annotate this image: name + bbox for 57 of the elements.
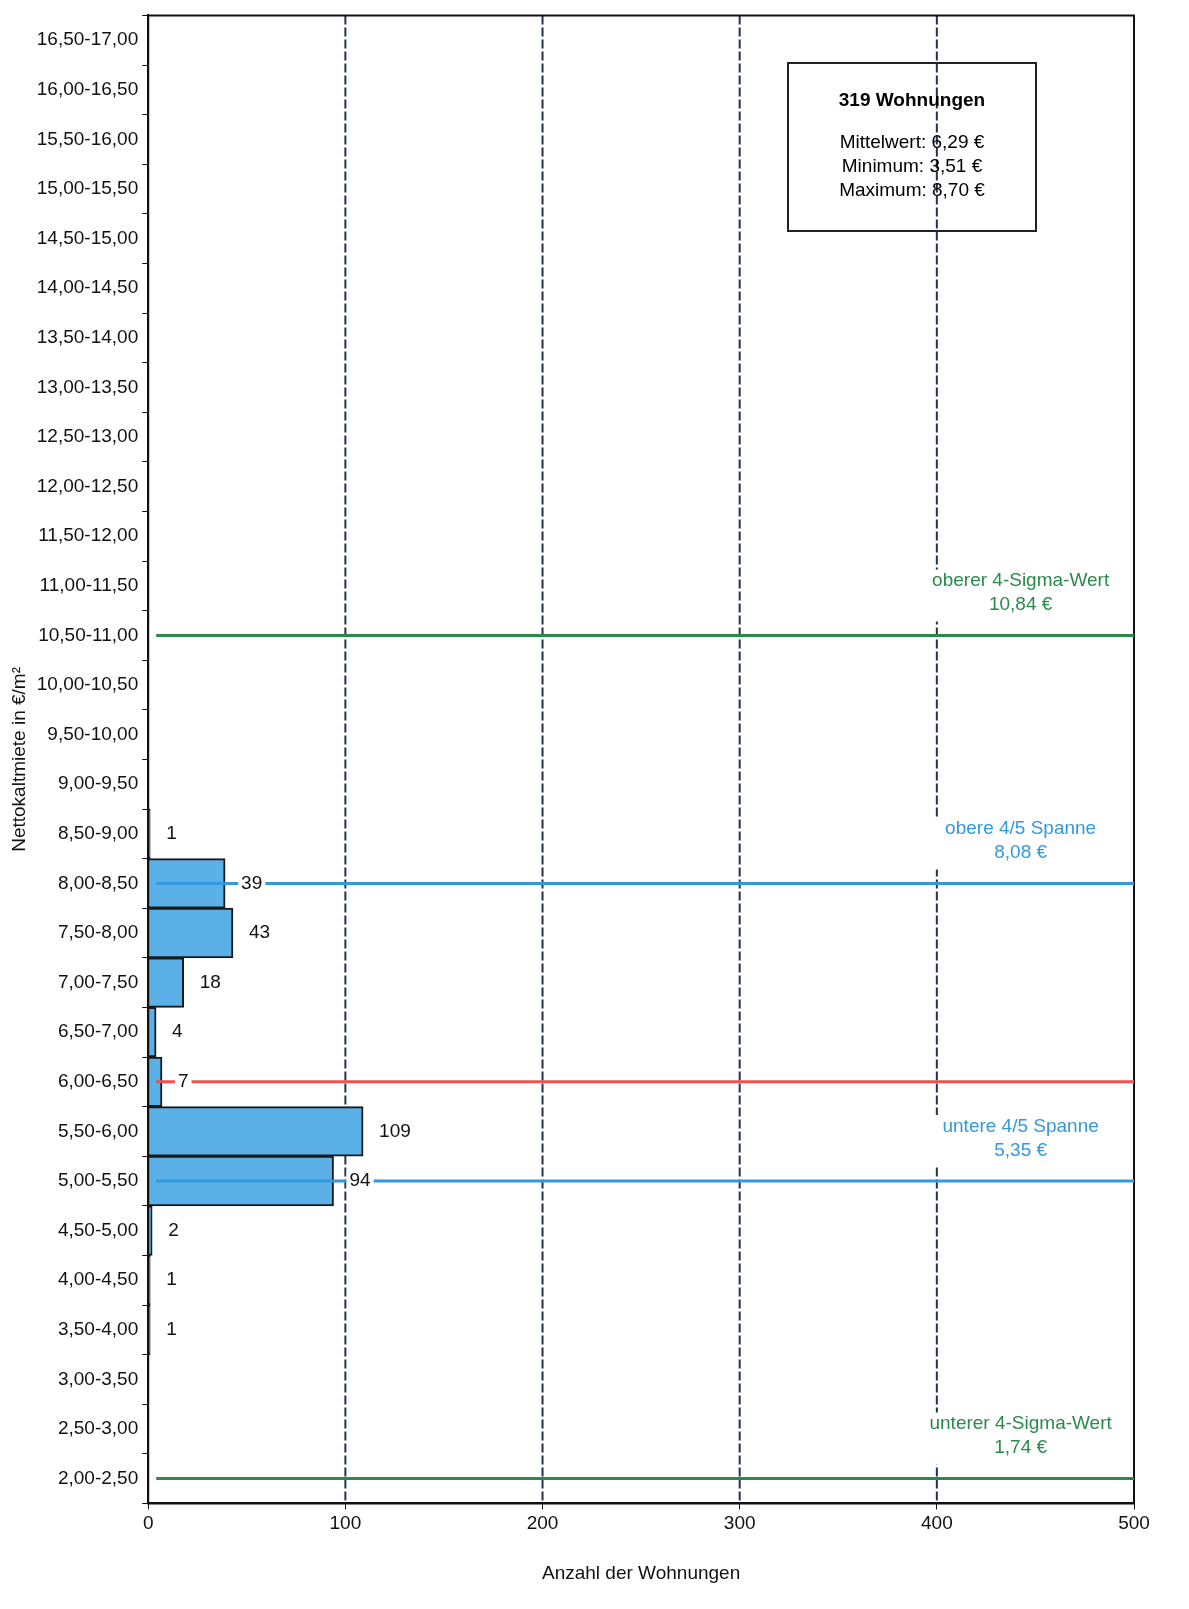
data-label: 39 (241, 871, 263, 893)
y-tick-label: 6,00-6,50 (57, 1070, 139, 1092)
data-label: 1 (166, 822, 177, 844)
y-tick-label: 10,00-10,50 (36, 673, 139, 695)
y-tick-label: 9,50-10,00 (47, 722, 139, 744)
y-tick-label: 2,50-3,00 (57, 1417, 139, 1439)
x-tick-label: 500 (1118, 1512, 1150, 1534)
annotation: 319 Wohnungen (837, 88, 987, 112)
data-label: 94 (349, 1169, 372, 1191)
y-tick-label: 5,00-5,50 (57, 1169, 139, 1191)
y-tick-label: 10,50-11,00 (38, 623, 139, 645)
y-tick-label: 5,50-6,00 (57, 1119, 139, 1141)
data-label: 109 (379, 1119, 411, 1141)
y-tick-label: 11,50-12,00 (38, 524, 139, 546)
y-tick-label: 7,00-7,50 (57, 970, 139, 992)
data-label: 43 (249, 921, 271, 943)
x-tick-label: 300 (723, 1512, 756, 1534)
annotation: Minimum: 3,51 € (840, 154, 984, 178)
x-axis-title: Anzahl der Wohnungen (541, 1561, 741, 1583)
y-tick-label: 4,00-4,50 (57, 1268, 139, 1290)
x-tick-label: 400 (920, 1512, 953, 1534)
y-tick-label: 12,00-12,50 (36, 474, 139, 496)
data-label: 7 (178, 1070, 189, 1092)
annotation: Mittelwert: 6,29 € (838, 130, 986, 154)
y-tick-label: 16,50-17,00 (36, 28, 139, 50)
y-tick-label: 9,00-9,50 (57, 772, 139, 794)
y-axis-title: Nettokaltmiete in €/m² (7, 667, 29, 852)
y-tick-label: 13,50-14,00 (36, 326, 139, 348)
ref-line-label: untere 4/5 Spanne 5,35 € (942, 1114, 1099, 1160)
x-tick-label: 200 (526, 1512, 559, 1534)
y-tick-label: 11,00-11,50 (39, 574, 139, 596)
y-tick-label: 3,00-3,50 (57, 1367, 139, 1389)
y-tick-label: 15,00-15,50 (36, 177, 139, 199)
ref-line-label: unterer 4-Sigma-Wert 1,74 € (929, 1412, 1113, 1458)
y-tick-label: 7,50-8,00 (57, 921, 139, 943)
data-label: 4 (172, 1020, 184, 1042)
y-tick-label: 14,50-15,00 (36, 226, 139, 248)
y-tick-label: 15,50-16,00 (36, 127, 139, 149)
y-tick-label: 8,50-9,00 (57, 822, 139, 844)
y-tick-label: 3,50-4,00 (57, 1318, 139, 1340)
annotation: Maximum: 8,70 € (838, 178, 986, 202)
y-tick-label: 2,00-2,50 (57, 1466, 139, 1488)
data-label: 1 (166, 1318, 177, 1340)
x-tick-label: 100 (329, 1512, 362, 1534)
y-tick-label: 13,00-13,50 (36, 375, 139, 397)
y-tick-label: 8,00-8,50 (57, 871, 139, 893)
ref-line-label: oberer 4-Sigma-Wert 10,84 € (932, 569, 1110, 615)
y-tick-label: 14,00-14,50 (36, 276, 139, 298)
data-label: 2 (168, 1218, 179, 1240)
y-tick-label: 12,50-13,00 (36, 425, 139, 447)
data-label: 1 (166, 1268, 177, 1290)
y-tick-label: 6,50-7,00 (57, 1020, 139, 1042)
ref-line-label: obere 4/5 Spanne 8,08 € (945, 817, 1097, 863)
x-tick-label: 0 (142, 1512, 154, 1534)
data-label: 18 (199, 970, 221, 992)
y-tick-label: 4,50-5,00 (57, 1218, 139, 1240)
y-tick-label: 16,00-16,50 (36, 78, 139, 100)
